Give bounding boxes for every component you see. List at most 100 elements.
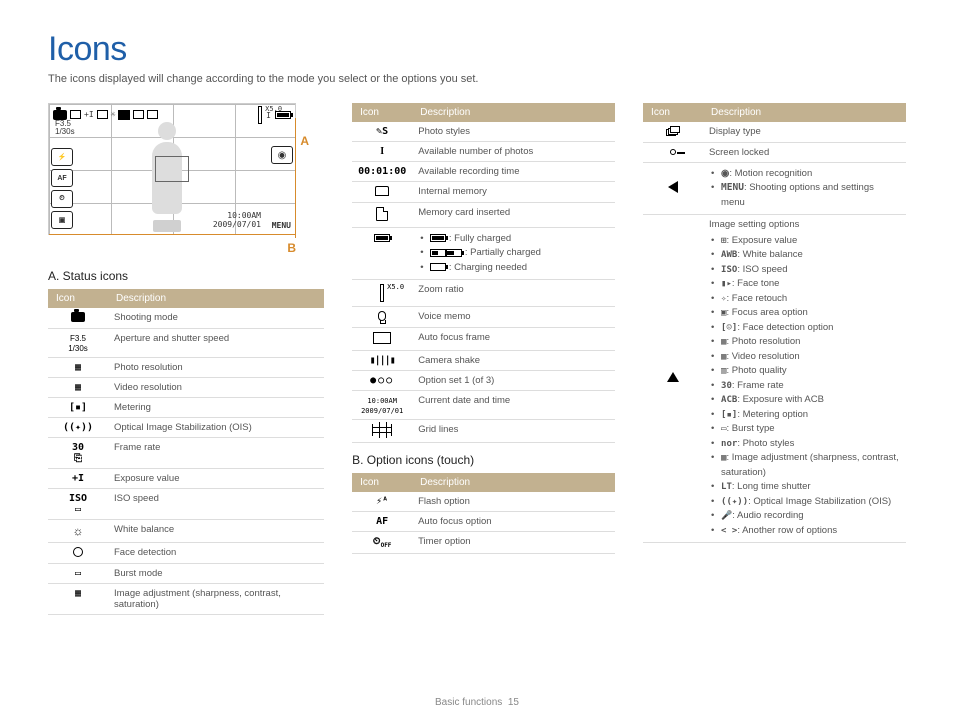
mid-icon — [352, 279, 412, 306]
right-desc: Screen locked — [703, 143, 906, 163]
status-icon: +I — [48, 469, 108, 489]
status-icon: ▦ — [48, 584, 108, 615]
callout-a: A — [300, 134, 309, 148]
mid-icon: ✎S — [352, 122, 412, 142]
status-desc: Face detection — [108, 543, 324, 564]
status-icon — [48, 308, 108, 329]
mid-icon: 10:00AM2009/07/01 — [352, 390, 412, 419]
af-frame — [155, 156, 189, 182]
th-icon: Icon — [352, 473, 412, 492]
status-icon: ▭ — [48, 564, 108, 584]
status-desc: Image adjustment (sharpness, contrast, s… — [108, 584, 324, 615]
th-icon: Icon — [48, 289, 108, 308]
mid-desc: Zoom ratio — [412, 279, 615, 306]
mid-icon — [352, 306, 412, 327]
camera-preview: +I ☼ I F3.5 1/30s ⚡ AF ⏲ ▣ ◉ — [48, 103, 296, 235]
th-icon: Icon — [643, 103, 703, 122]
section-b-heading: B. Option icons (touch) — [352, 453, 615, 467]
mid-desc: Available number of photos — [412, 142, 615, 162]
mid-icon — [352, 182, 412, 203]
menu-label: MENU — [272, 221, 291, 230]
mid-icon — [352, 228, 412, 280]
option-desc: Auto focus option — [412, 511, 615, 531]
right-icon — [643, 143, 703, 163]
mid-icon — [352, 327, 412, 350]
mid-icons-table: Icon Description ✎S Photo stylesI Availa… — [352, 103, 615, 443]
af-option-icon: AF — [51, 169, 73, 187]
option-icons-table: Icon Description ⚡ᴬ Flash optionAF Auto … — [352, 473, 615, 554]
page-subtitle: The icons displayed will change accordin… — [48, 73, 906, 85]
status-icon: [▪] — [48, 398, 108, 418]
mid-icon — [352, 203, 412, 228]
th-desc: Description — [703, 103, 906, 122]
right-icons-table: Icon Description Display type Screen loc… — [643, 103, 906, 543]
option-icon: ⏲OFF — [352, 531, 412, 553]
mid-desc: : Fully charged : Partially charged : Ch… — [412, 228, 615, 280]
col-middle: Icon Description ✎S Photo stylesI Availa… — [352, 103, 615, 615]
mid-icon: ▮|||▮ — [352, 350, 412, 370]
right-icon — [643, 122, 703, 143]
status-desc: Burst mode — [108, 564, 324, 584]
th-desc: Description — [412, 103, 615, 122]
mid-desc: Internal memory — [412, 182, 615, 203]
col-right: Icon Description Display type Screen loc… — [643, 103, 906, 615]
mid-desc: Available recording time — [412, 162, 615, 182]
image-settings-list: Image setting options⊞: Exposure valueAW… — [703, 214, 906, 542]
motion-icon: ◉ — [271, 146, 293, 164]
status-desc: Photo resolution — [108, 358, 324, 378]
status-icon: ▦ — [48, 358, 108, 378]
mid-icon: ●○○ — [352, 370, 412, 390]
page-footer: Basic functions 15 — [0, 697, 954, 708]
status-icon: F3.51/30s — [48, 329, 108, 358]
mid-desc: Voice memo — [412, 306, 615, 327]
right-desc: ◉: Motion recognition MENU: Shooting opt… — [703, 163, 906, 215]
status-icon: ((✦)) — [48, 418, 108, 438]
footer-page: 15 — [508, 697, 519, 708]
th-icon: Icon — [352, 103, 412, 122]
mid-desc: Auto focus frame — [412, 327, 615, 350]
footer-section: Basic functions — [435, 697, 502, 708]
option-desc: Timer option — [412, 531, 615, 553]
th-desc: Description — [412, 473, 615, 492]
flash-option-icon: ⚡ — [51, 148, 73, 166]
option-icon: ⚡ᴬ — [352, 492, 412, 512]
timer-option-icon: ⏲ — [51, 190, 73, 208]
callout-b: B — [48, 241, 296, 255]
th-desc: Description — [108, 289, 324, 308]
section-a-heading: A. Status icons — [48, 269, 324, 283]
col-left: +I ☼ I F3.5 1/30s ⚡ AF ⏲ ▣ ◉ — [48, 103, 324, 615]
zoom-indicator — [258, 106, 262, 124]
page-title: Icons — [48, 30, 906, 69]
mid-desc: Current date and time — [412, 390, 615, 419]
status-icon: 30⎘ — [48, 438, 108, 469]
status-desc: Optical Image Stabilization (OIS) — [108, 418, 324, 438]
status-icon: ISO▭ — [48, 489, 108, 520]
display-option-icon: ▣ — [51, 211, 73, 229]
status-desc: Shooting mode — [108, 308, 324, 329]
mid-desc: Photo styles — [412, 122, 615, 142]
status-icon: ▦ — [48, 378, 108, 398]
status-desc: Aperture and shutter speed — [108, 329, 324, 358]
status-desc: Exposure value — [108, 469, 324, 489]
arrow-up-icon — [643, 214, 703, 542]
status-desc: Metering — [108, 398, 324, 418]
option-icon: AF — [352, 511, 412, 531]
mid-icon: 00:01:00 — [352, 162, 412, 182]
mid-desc: Memory card inserted — [412, 203, 615, 228]
right-desc: Display type — [703, 122, 906, 143]
status-icon: ☼ — [48, 520, 108, 543]
status-desc: Frame rate — [108, 438, 324, 469]
mid-icon — [352, 419, 412, 442]
content-columns: +I ☼ I F3.5 1/30s ⚡ AF ⏲ ▣ ◉ — [48, 103, 906, 615]
mid-desc: Grid lines — [412, 419, 615, 442]
battery-icon — [275, 111, 291, 119]
option-desc: Flash option — [412, 492, 615, 512]
mid-desc: Camera shake — [412, 350, 615, 370]
arrow-left-icon — [643, 163, 703, 215]
shutter: 1/30s — [55, 128, 75, 136]
mid-desc: Option set 1 (of 3) — [412, 370, 615, 390]
status-desc: ISO speed — [108, 489, 324, 520]
status-desc: Video resolution — [108, 378, 324, 398]
status-icons-table: Icon Description Shooting modeF3.51/30s … — [48, 289, 324, 615]
status-desc: White balance — [108, 520, 324, 543]
